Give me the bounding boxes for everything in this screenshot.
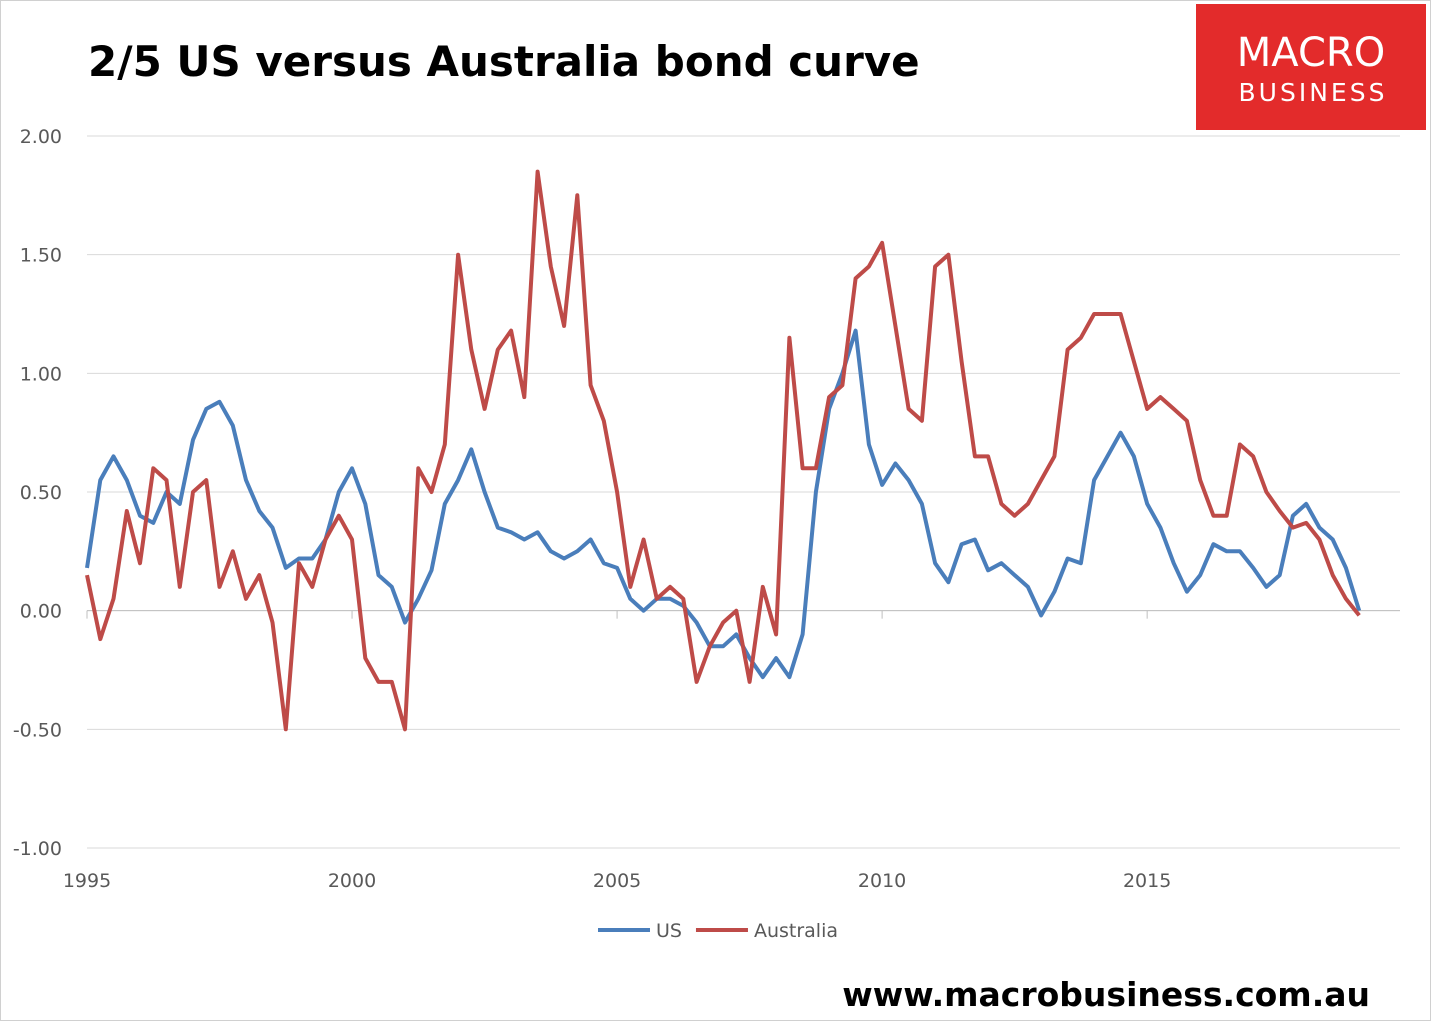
y-tick-label: 1.00 [20,363,62,385]
legend-label: US [656,920,682,942]
y-tick-label: 2.00 [20,126,62,148]
logo-box [1196,4,1426,130]
x-tick-label: 2005 [593,870,641,892]
series-line [85,169,1361,732]
x-tick-label: 1995 [63,870,111,892]
y-tick-label: -0.50 [13,719,62,741]
x-tick-label: 2015 [1123,870,1171,892]
legend-label: Australia [754,920,838,942]
logo-text: MACRO [1237,30,1385,76]
y-tick-label: 0.50 [20,482,62,504]
y-tick-label: 0.00 [20,601,62,623]
chart-title: 2/5 US versus Australia bond curve [88,37,920,86]
footer-url: www.macrobusiness.com.au [842,975,1370,1014]
logo-text: BUSINESS [1239,78,1388,107]
x-tick-label: 2000 [328,870,376,892]
y-tick-label: -1.00 [13,838,62,860]
y-tick-label: 1.50 [20,245,62,267]
x-tick-label: 2010 [858,870,906,892]
series-line [85,328,1362,680]
